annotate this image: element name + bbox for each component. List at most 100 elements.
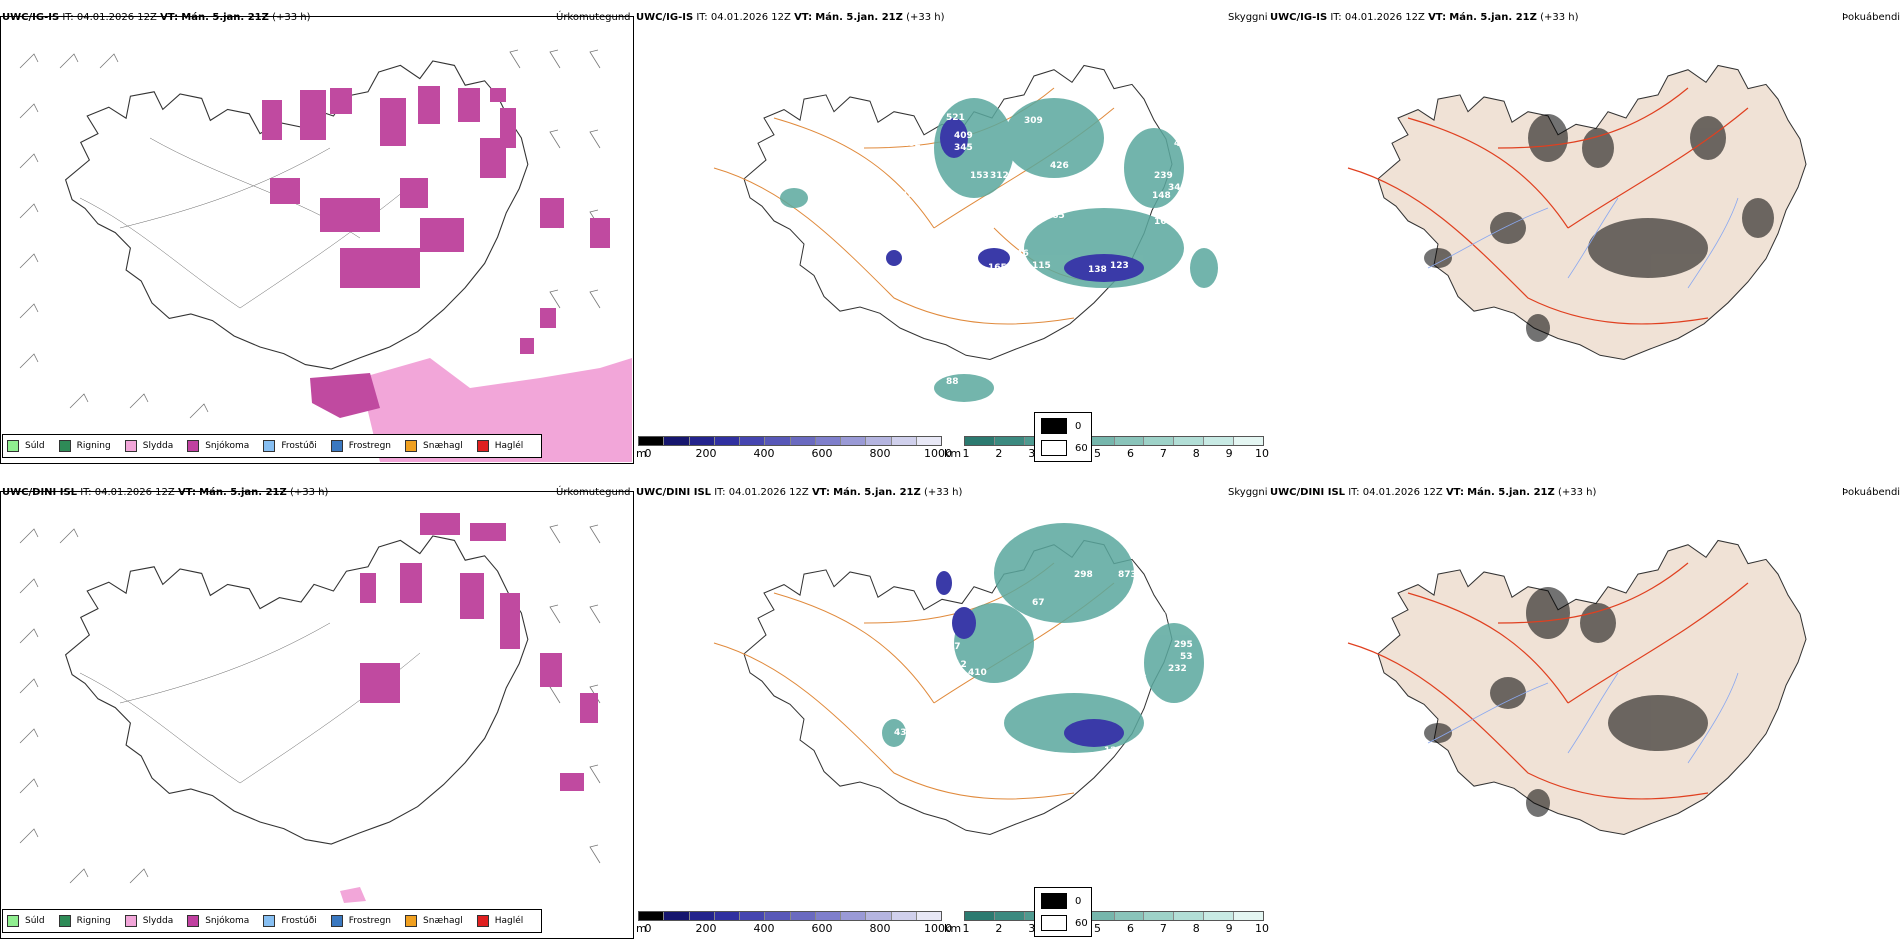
colorbar-tick-label: 3 [1028, 922, 1036, 935]
colorbar-tick-label: 7 [1159, 922, 1167, 935]
cloud-base-label: 312 [990, 171, 1009, 181]
colorbar-segment [815, 912, 841, 920]
colorbar-segment [1144, 912, 1175, 920]
cloud-base-label: 295 [1174, 640, 1193, 650]
colorbar-tick-label: 6 [1126, 447, 1134, 460]
cloud-base-label: 67 [1032, 598, 1045, 608]
fog-legend-row: 60 [1041, 915, 1088, 931]
cloud-base-label: 410 [968, 668, 987, 678]
legend-swatch [330, 915, 343, 927]
cloud-base-label: 94 [944, 253, 957, 263]
legend-swatch [405, 915, 418, 927]
fog-legend-label: 0 [1075, 895, 1082, 907]
colorbar-tick-label: 8 [1192, 922, 1200, 935]
cloud-base-label: 165 [988, 263, 1007, 273]
legend-label: Snæhagl [423, 441, 463, 451]
colorbar-tick-label: 10 [1255, 922, 1269, 935]
valid-label: VT: [177, 487, 196, 498]
height-ticks: 0 200 400 600 800 1000 [644, 922, 953, 936]
legend-item: Snjókoma [187, 915, 249, 927]
height-colorbar [638, 436, 942, 446]
cloud-base-label: 161 [1154, 217, 1173, 227]
colorbar-tick-label: 200 [695, 447, 717, 460]
fog-legend-row: 0 [1041, 418, 1081, 434]
roads [1347, 87, 1749, 325]
legend-swatch [187, 915, 200, 927]
legend-label: Rigning [76, 441, 111, 451]
cloud-base-label: 156 [1016, 756, 1035, 766]
fog-panel-dini-isl: UWC/DINI ISL IT: 04.01.2026 12Z VT: Mán.… [1034, 475, 1900, 950]
cloud-base-label: 43 [894, 728, 907, 738]
colorbar-tick-label: 0 [644, 922, 652, 935]
cloud-base-label: 123 [1110, 261, 1129, 271]
colorbar-segment [765, 912, 791, 920]
roads [1347, 562, 1749, 800]
legend-item: Súld [7, 440, 45, 452]
cloud-base-label: 232 [1168, 664, 1187, 674]
precip-map [19, 49, 632, 462]
cloud-panel-dini-isl: UWC/DINI ISL IT: 04.01.2026 12Z VT: Mán.… [634, 475, 1270, 950]
cloud-base-label: 239 [1154, 171, 1173, 181]
cloud-base-label: 13 [924, 750, 937, 760]
fog-legend-row: 0 [1041, 893, 1081, 909]
cloud-base-label: 298 [1074, 570, 1093, 580]
cloud-base-label: 246 [1010, 249, 1029, 259]
precip-legend: Súld Rigning Slydda Snjókoma Frostúði Frostre… [2, 434, 543, 458]
legend-label: Frostregn [348, 441, 392, 451]
lead-time: (+33 h) [272, 12, 311, 23]
legend-swatch [263, 915, 276, 927]
valid-time: Mán. 5.jan. 21Z [833, 487, 921, 498]
panel-title: UWC/DINI ISL IT: 04.01.2026 12Z VT: Mán.… [1270, 487, 1596, 498]
colorbar-tick-label: 0 [644, 447, 652, 460]
init-time: IT: 04.01.2026 12Z [696, 12, 791, 23]
colorbar-segment [689, 912, 715, 920]
precip-legend: Súld Rigning Slydda Snjókoma Frostúði Frostre… [2, 909, 543, 933]
cloud-base-label: 297 [1058, 181, 1077, 191]
cloud-base-label: 141 [902, 191, 921, 201]
legend-label: Haglél [494, 441, 524, 451]
cloud-panel-ig-is: UWC/IG-IS IT: 04.01.2026 12Z VT: Mán. 5.… [634, 0, 1269, 475]
legend-item: Rigning [58, 440, 111, 452]
colorbar-segment [994, 437, 1025, 445]
colorbar-segment [664, 437, 690, 445]
cloud-base-label: 346 [1168, 183, 1187, 193]
colorbar-segment [1204, 912, 1235, 920]
fog-areas [1424, 587, 1708, 817]
panel-name: Úrkomutegund [556, 487, 631, 498]
colorbar-segment [664, 912, 690, 920]
fog-legend-label: 0 [1075, 420, 1082, 432]
panel-name: Þokuábendi [1842, 487, 1900, 498]
legend-label: Frostúði [281, 916, 317, 926]
cloud-base-label: 241 [1154, 612, 1173, 622]
panel-frame [0, 16, 634, 464]
colorbar-tick-label: 5 [1094, 922, 1102, 935]
cloud-base-label: 90 [1120, 762, 1133, 772]
legend-swatch [187, 440, 200, 452]
colorbar-tick-label: 400 [753, 447, 775, 460]
fog-legend-row: 60 [1041, 440, 1088, 456]
fog-legend-swatch [1041, 418, 1067, 434]
cloud-base-label: 345 [954, 143, 973, 153]
legend-item: Haglél [476, 440, 524, 452]
visibility-ticks: 12345678910 [963, 922, 1270, 936]
colorbar-segment [1084, 437, 1115, 445]
lead-time: (+33 h) [1557, 487, 1597, 498]
lead-time: (+33 h) [1540, 12, 1579, 23]
init-time: IT: 04.01.2026 12Z [714, 487, 809, 498]
roads [79, 137, 421, 309]
fog-map [1347, 64, 1807, 361]
panel-title: UWC/IG-IS IT: 04.01.2026 12Z VT: Mán. 5.… [636, 12, 945, 23]
panel-title: UWC/IG-IS IT: 04.01.2026 12Z VT: Mán. 5.… [2, 12, 311, 23]
cloud-base-label: 12 [1104, 746, 1117, 756]
fog-legend-swatch [1041, 440, 1067, 456]
valid-label: VT: [1445, 487, 1464, 498]
colorbar-segment [965, 912, 995, 920]
cloud-base-label: 873 [1118, 570, 1137, 580]
panel-name: Úrkomutegund [556, 12, 631, 23]
legend-swatch [476, 440, 489, 452]
colorbar-tick-label: 200 [695, 922, 717, 935]
colorbar-segment [1234, 437, 1264, 445]
cloud-base-label: 48 [1174, 139, 1187, 149]
cloud-base-label: 312 [948, 660, 967, 670]
colorbar-tick-label: 2 [995, 922, 1003, 935]
